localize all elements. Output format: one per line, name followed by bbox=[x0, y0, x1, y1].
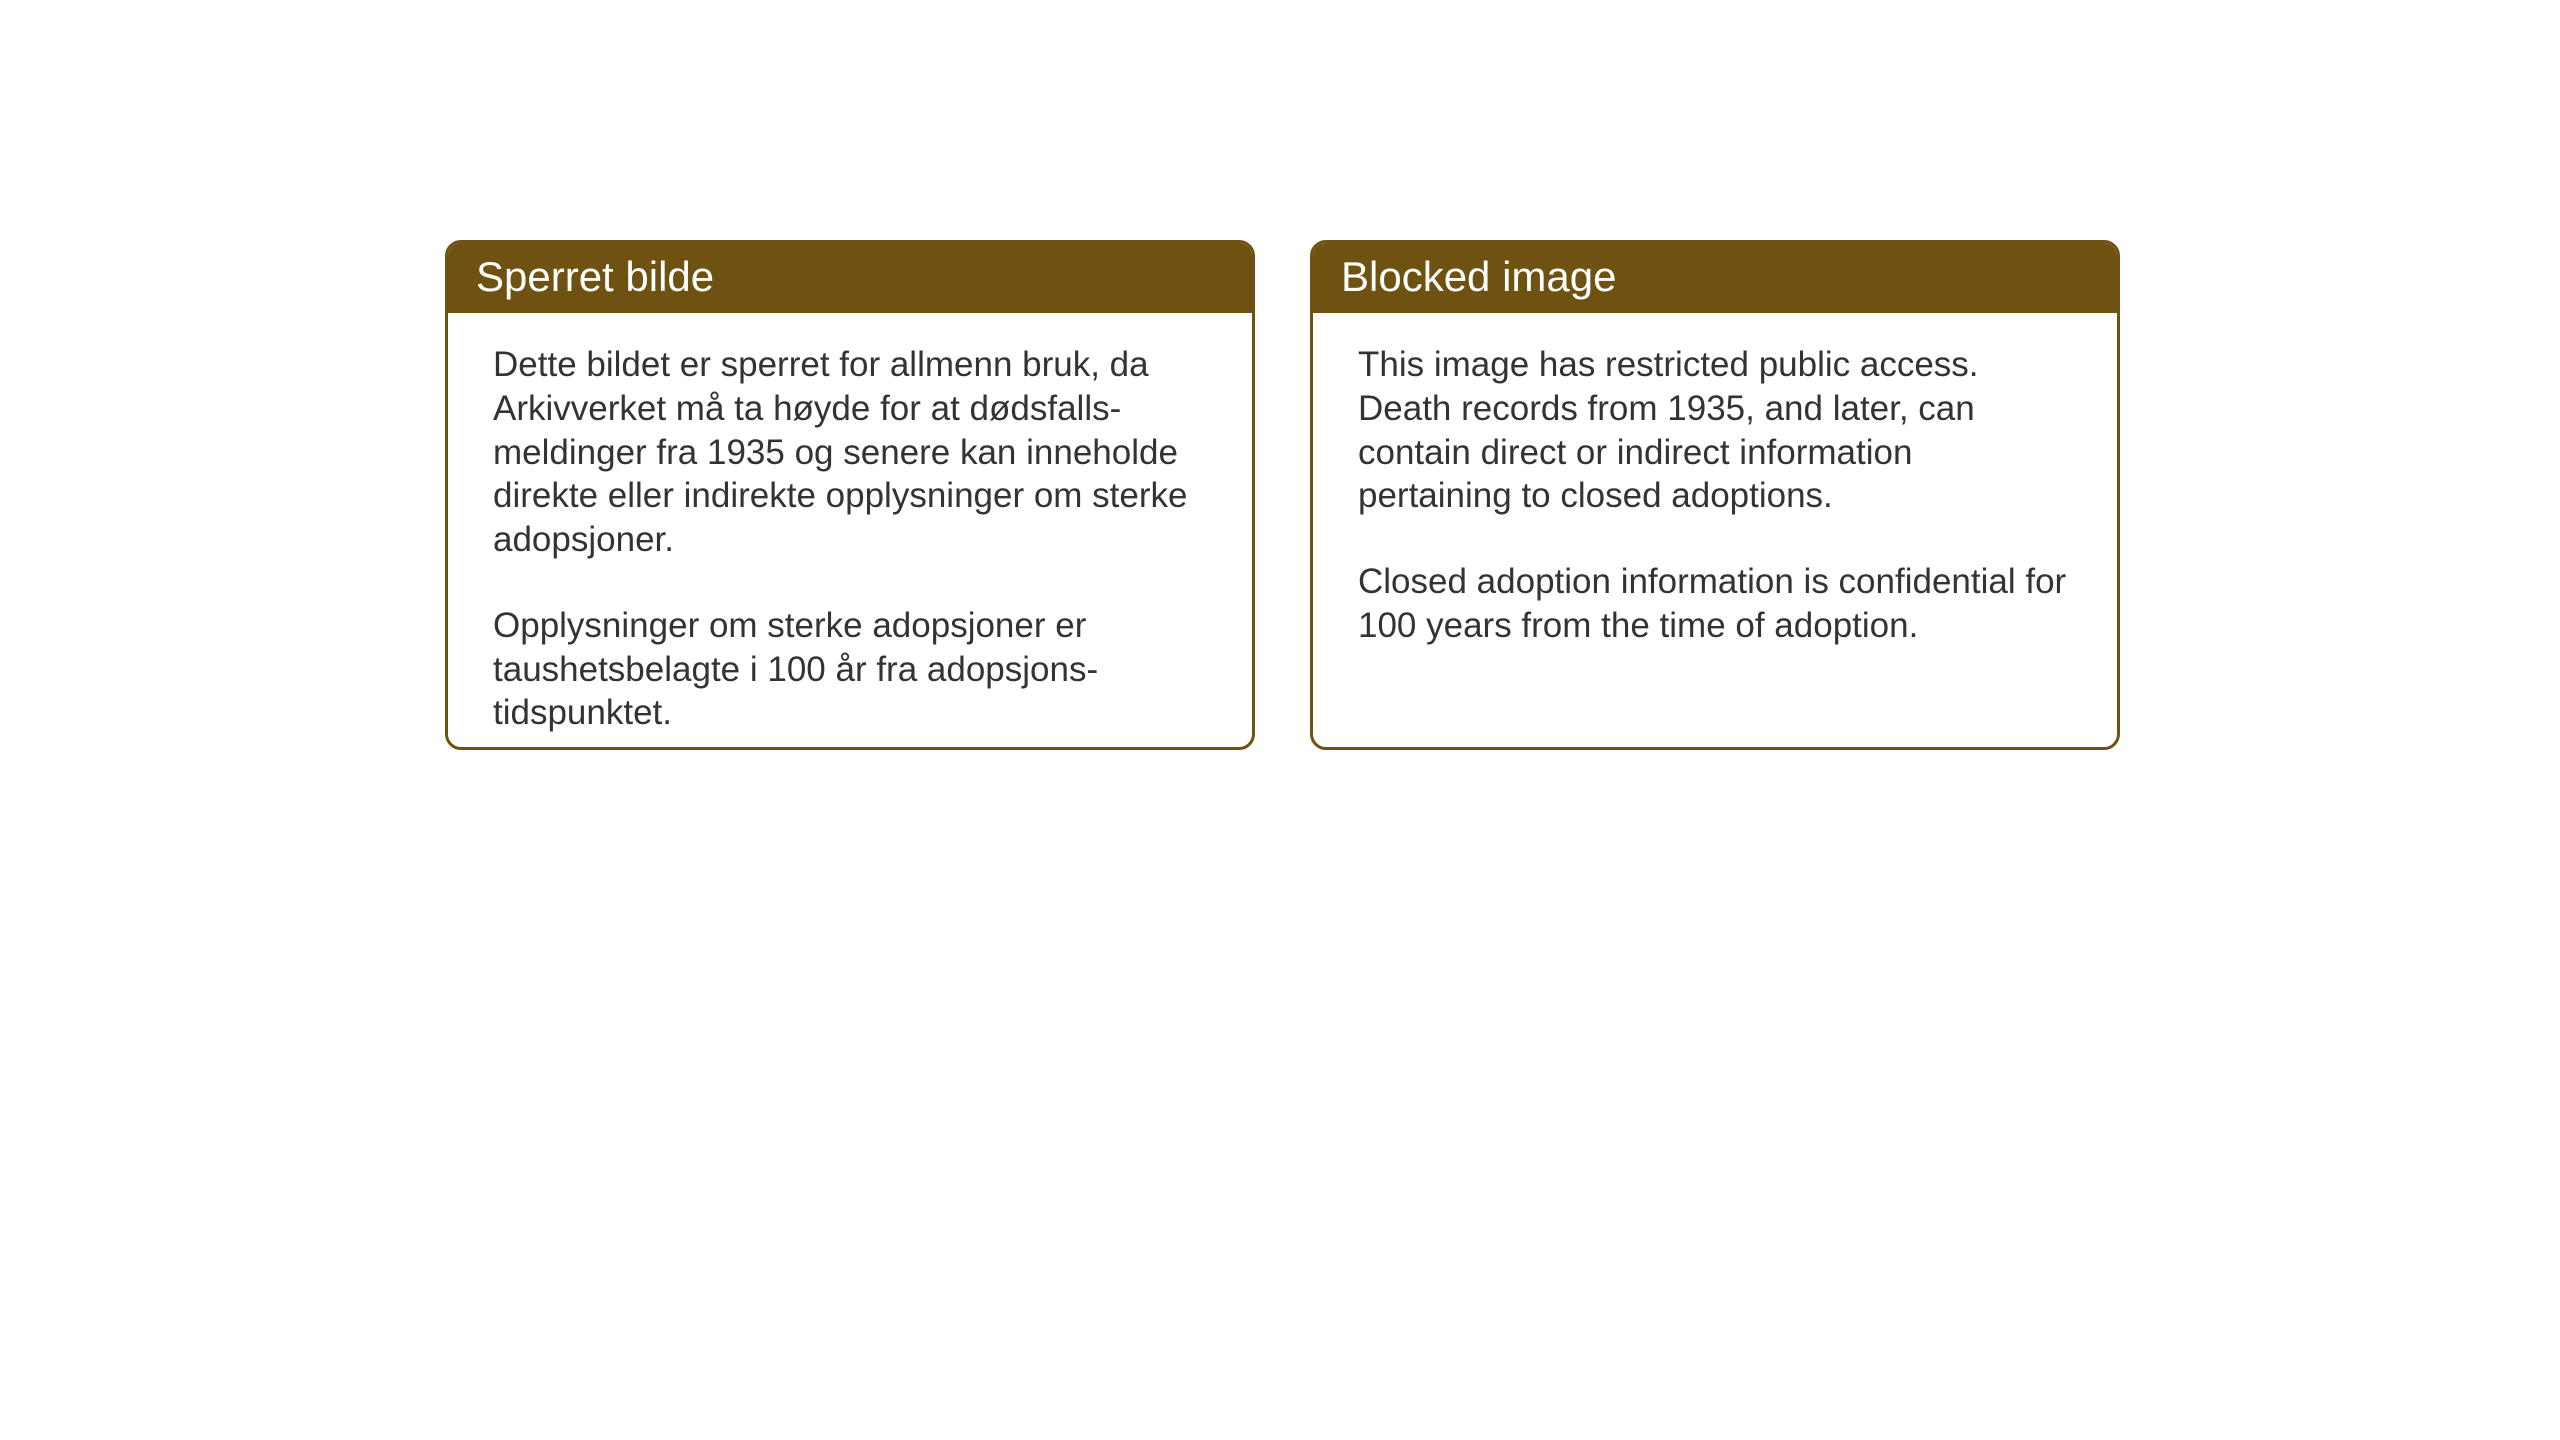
notice-paragraph-1-norwegian: Dette bildet er sperret for allmenn bruk… bbox=[493, 343, 1207, 562]
notice-body-english: This image has restricted public access.… bbox=[1313, 313, 2117, 678]
notice-header-norwegian: Sperret bilde bbox=[448, 243, 1252, 313]
notice-card-norwegian: Sperret bilde Dette bildet er sperret fo… bbox=[445, 240, 1255, 750]
notice-body-norwegian: Dette bildet er sperret for allmenn bruk… bbox=[448, 313, 1252, 750]
notice-paragraph-1-english: This image has restricted public access.… bbox=[1358, 343, 2072, 518]
notice-paragraph-2-norwegian: Opplysninger om sterke adopsjoner er tau… bbox=[493, 604, 1207, 735]
notice-container: Sperret bilde Dette bildet er sperret fo… bbox=[445, 240, 2120, 750]
notice-paragraph-2-english: Closed adoption information is confident… bbox=[1358, 560, 2072, 648]
notice-card-english: Blocked image This image has restricted … bbox=[1310, 240, 2120, 750]
notice-header-english: Blocked image bbox=[1313, 243, 2117, 313]
